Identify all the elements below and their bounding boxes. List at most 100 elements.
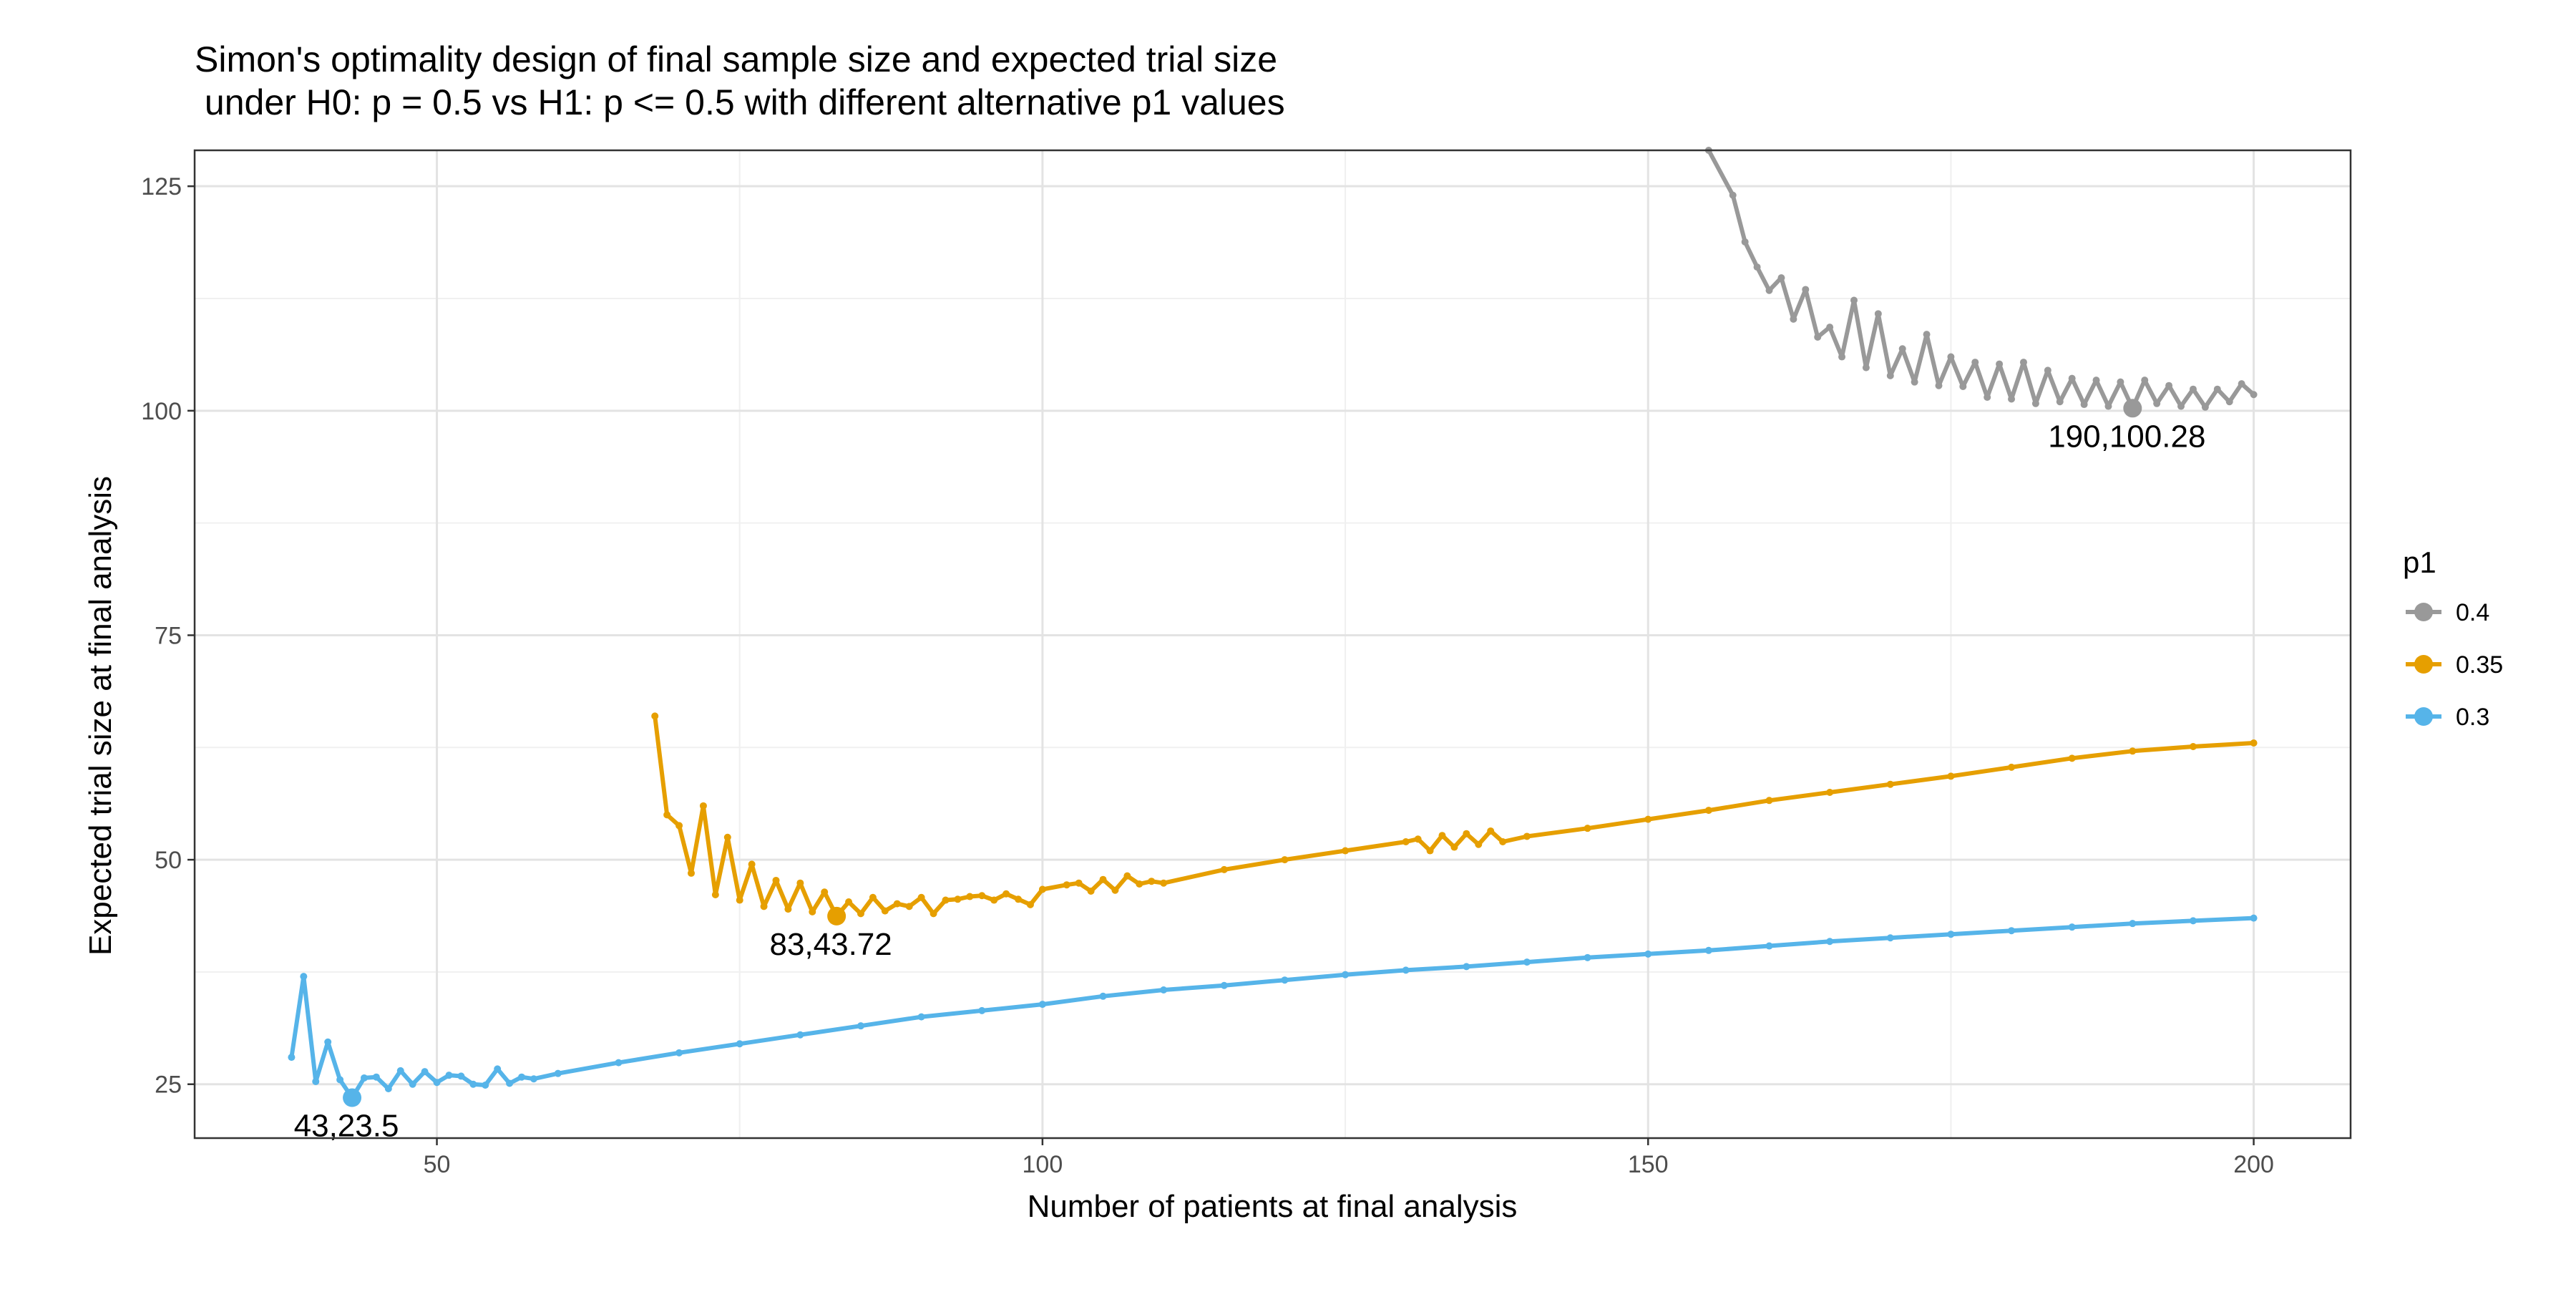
series-0-35-point: [675, 822, 683, 830]
y-tick-label: 100: [141, 398, 182, 425]
series-0-3-point: [2129, 920, 2137, 928]
series-0-3-point: [796, 1031, 804, 1039]
series-0-3-point: [336, 1076, 344, 1084]
series-0-35-point: [1487, 827, 1495, 835]
series-0-35-optimum-marker: [827, 906, 847, 926]
series-0-35-point: [1136, 880, 1143, 888]
series-0-4-point: [2056, 398, 2064, 406]
series-0-35-point: [1220, 865, 1228, 873]
series-0-35-point: [760, 903, 768, 910]
series-0-4-point: [2068, 374, 2076, 382]
series-0-3-point: [469, 1080, 477, 1088]
series-0-4-point: [1935, 382, 1943, 389]
series-0-35-point: [2008, 763, 2016, 771]
series-0-3-point: [1826, 938, 1834, 946]
series-0-35-point: [1499, 838, 1507, 845]
series-0-35-point: [1826, 789, 1834, 796]
series-0-35-point: [1111, 886, 1119, 894]
series-0-4-point: [1790, 315, 1797, 323]
y-tick-label: 75: [155, 622, 182, 649]
series-0-4-optimum-label: 190,100.28: [2048, 419, 2205, 454]
series-0-4-point: [2189, 385, 2197, 393]
series-0-35-point: [748, 860, 756, 868]
series-0-3-point: [372, 1073, 380, 1081]
y-tick-label: 125: [141, 173, 182, 200]
series-0-35-point: [1123, 872, 1131, 880]
series-0-3-point: [1463, 963, 1470, 971]
series-0-3-point: [978, 1006, 986, 1014]
series-0-35-point: [1886, 780, 1894, 788]
chart-title-line1: Simon's optimality design of final sampl…: [195, 39, 1277, 79]
series-0-35-point: [954, 895, 962, 903]
series-0-35-point: [2189, 743, 2197, 751]
series-0-35-point: [1002, 890, 1010, 898]
series-0-4-point: [2165, 382, 2173, 389]
series-0-3-point: [288, 1054, 296, 1062]
series-0-3-point: [518, 1073, 526, 1081]
series-0-3-point: [482, 1081, 489, 1089]
series-0-4-point: [2213, 385, 2221, 393]
series-0-35-point: [881, 907, 889, 915]
series-0-35-point: [784, 905, 792, 913]
series-0-3-point: [457, 1072, 465, 1080]
series-0-3-point: [1402, 966, 1410, 974]
series-0-35-point: [1475, 840, 1483, 848]
series-0-3-point: [2250, 914, 2258, 922]
series-0-4-point: [2225, 398, 2233, 406]
series-0-35-point: [1947, 772, 1955, 780]
series-0-35-point: [1584, 825, 1591, 832]
series-0-4-point: [1826, 324, 1834, 331]
series-0-3-point: [1038, 1001, 1046, 1009]
x-axis-title: Number of patients at final analysis: [1028, 1189, 1518, 1224]
series-0-35-point: [1402, 838, 1410, 845]
series-0-35-point: [809, 908, 816, 915]
series-0-3-point: [1099, 992, 1107, 1000]
series-0-35-point: [1160, 879, 1168, 887]
series-0-35-point: [723, 833, 731, 841]
legend-title: p1: [2403, 545, 2436, 579]
series-0-3-point: [324, 1038, 332, 1046]
legend-key-marker: [2414, 603, 2433, 621]
series-0-4-point: [2104, 402, 2112, 410]
series-0-3-point: [409, 1080, 416, 1088]
series-0-4-point: [1947, 353, 1955, 361]
series-0-3-point: [300, 973, 308, 981]
series-0-35-point: [651, 712, 659, 720]
series-0-35-point: [821, 888, 829, 896]
x-tick-label: 50: [424, 1151, 451, 1178]
series-0-3-point: [421, 1068, 429, 1076]
series-0-3-point: [433, 1079, 441, 1087]
series-0-35-point: [893, 900, 901, 908]
series-0-3-point: [1704, 946, 1712, 954]
series-0-3-point: [396, 1067, 404, 1074]
series-0-35-point: [1644, 815, 1652, 823]
series-0-35-point: [663, 811, 671, 819]
series-0-4-point: [1802, 286, 1810, 293]
series-0-4-point: [1996, 360, 2004, 368]
series-0-4-point: [2044, 366, 2051, 374]
series-0-35-point: [1026, 900, 1034, 908]
series-0-4-point: [1923, 331, 1931, 339]
series-0-35-point: [1038, 885, 1046, 893]
series-0-35-point: [736, 896, 743, 904]
series-0-35-line: [653, 714, 2256, 918]
series-0-3-point: [675, 1049, 683, 1057]
series-0-35-point: [1087, 888, 1095, 895]
series-0-35-point: [845, 898, 853, 906]
series-0-35-point: [1765, 797, 1773, 805]
series-0-35-point: [1099, 875, 1107, 883]
series-0-35-point: [711, 891, 719, 899]
series-0-35-point: [1281, 856, 1289, 864]
series-0-4-point: [2153, 399, 2161, 407]
series-0-4-point: [2019, 359, 2027, 366]
series-0-35-point: [857, 910, 864, 918]
series-0-35-point: [1438, 832, 1446, 840]
series-0-4-point: [1984, 394, 1991, 401]
series-0-3-point: [615, 1059, 623, 1067]
plot-area: 50 100 150 200 25 50 75 100 125 190,100.28 83,43.7…: [141, 147, 2352, 1178]
series-0-4-point: [1777, 274, 1785, 282]
series-0-3-point: [1947, 931, 1955, 938]
series-0-4-point: [2080, 401, 2088, 409]
plot-border: [193, 149, 2352, 1140]
